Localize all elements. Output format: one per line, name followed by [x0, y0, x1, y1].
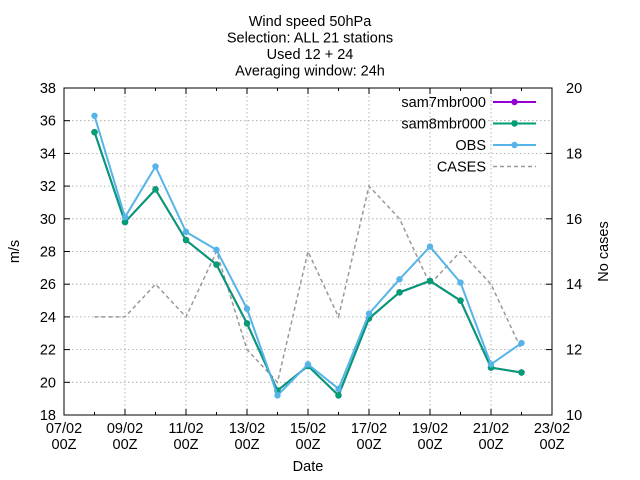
x-tick-label: 17/02 [351, 421, 387, 437]
x-axis-label: Date [293, 459, 324, 475]
y2-tick-label: 14 [566, 277, 582, 293]
data-point-obs [121, 213, 129, 221]
y-tick-label: 22 [40, 343, 56, 359]
y2-axis-label: No cases [596, 221, 612, 281]
data-point-obs [243, 305, 251, 312]
data-point-obs [213, 246, 220, 254]
y-tick-label: 34 [40, 146, 56, 162]
y-tick-label: 38 [40, 81, 56, 97]
data-point-sam8mbr000 [335, 392, 342, 399]
data-point-obs [487, 361, 495, 368]
x-tick-label: 09/02 [107, 421, 143, 437]
y-tick-label: 26 [40, 277, 56, 293]
x-tick-label: 23/02 [534, 421, 570, 437]
x-tick-label-time: 00Z [174, 437, 199, 453]
data-point-sam8mbr000 [152, 186, 159, 193]
x-tick-label: 15/02 [290, 421, 326, 437]
x-axis-ticks: 07/0200Z09/0200Z11/0200Z13/0200Z15/0200Z… [46, 88, 570, 453]
data-point-obs [426, 243, 434, 250]
data-point-sam8mbr000 [243, 320, 251, 327]
legend-marker [511, 120, 518, 127]
legend-label: CASES [437, 160, 486, 176]
data-point-sam8mbr000 [91, 128, 98, 136]
data-point-sam8mbr000 [457, 297, 464, 304]
data-point-obs [91, 112, 98, 119]
y2-tick-label: 16 [566, 212, 582, 228]
data-point-sam8mbr000 [121, 218, 129, 226]
legend-label: OBS [455, 138, 486, 154]
grid-lines [64, 88, 552, 415]
y2-tick-label: 18 [566, 146, 582, 162]
x-tick-label-time: 00Z [357, 437, 382, 453]
title-line: Averaging window: 24h [235, 64, 385, 80]
x-tick-label: 13/02 [229, 421, 265, 437]
y-tick-label: 18 [40, 408, 56, 424]
x-tick-label-time: 00Z [235, 437, 260, 453]
data-point-obs [365, 310, 373, 317]
x-tick-label-time: 00Z [418, 437, 443, 453]
data-point-obs [152, 163, 159, 170]
x-tick-label-time: 00Z [113, 437, 138, 453]
y-tick-label: 24 [40, 310, 56, 326]
x-tick-label: 07/02 [46, 421, 82, 437]
y2-tick-label: 20 [566, 81, 582, 97]
y-tick-label: 30 [40, 212, 56, 228]
y2-axis-ticks: 10 12 14 16 18 20 [546, 81, 582, 424]
data-point-obs [182, 228, 190, 236]
series-layer [91, 112, 525, 399]
y-axis-ticks: 18 20 22 24 26 28 30 32 34 36 38 [40, 81, 70, 424]
legend-marker [511, 141, 518, 149]
y-tick-label: 32 [40, 179, 56, 195]
series-line-cases [94, 184, 523, 384]
x-tick-label-time: 00Z [540, 437, 565, 453]
title-line: Used 12 + 24 [267, 47, 354, 63]
data-point-sam8mbr000 [518, 369, 525, 376]
y-axis-label: m/s [7, 240, 23, 263]
x-tick-label-time: 00Z [296, 437, 321, 453]
title-line: Selection: ALL 21 stations [227, 31, 393, 47]
y2-tick-label: 10 [566, 408, 582, 424]
x-tick-label: 19/02 [412, 421, 448, 437]
data-point-obs [396, 276, 403, 283]
y-tick-label: 28 [40, 245, 56, 261]
x-tick-label: 11/02 [168, 421, 203, 437]
legend-label: sam7mbr000 [401, 95, 486, 111]
x-tick-label-time: 00Z [52, 437, 77, 453]
data-point-sam8mbr000 [213, 261, 220, 268]
y-tick-label: 20 [40, 375, 56, 391]
y-tick-label: 36 [40, 114, 56, 130]
data-point-obs [457, 279, 464, 286]
title-line: Wind speed 50hPa [249, 14, 372, 30]
x-tick-label-time: 00Z [479, 437, 504, 453]
legend: sam7mbr000 sam8mbr000 OBS CASES [401, 95, 536, 176]
data-point-obs [335, 385, 342, 393]
legend-marker [511, 98, 518, 106]
y2-tick-label: 12 [566, 343, 582, 359]
data-point-obs [274, 392, 281, 399]
x-tick-label: 21/02 [473, 421, 509, 437]
data-point-obs [304, 361, 312, 368]
data-point-sam8mbr000 [182, 236, 190, 244]
data-point-sam8mbr000 [426, 277, 434, 285]
data-point-sam8mbr000 [396, 289, 403, 296]
data-point-obs [518, 339, 525, 347]
legend-label: sam8mbr000 [401, 117, 486, 133]
